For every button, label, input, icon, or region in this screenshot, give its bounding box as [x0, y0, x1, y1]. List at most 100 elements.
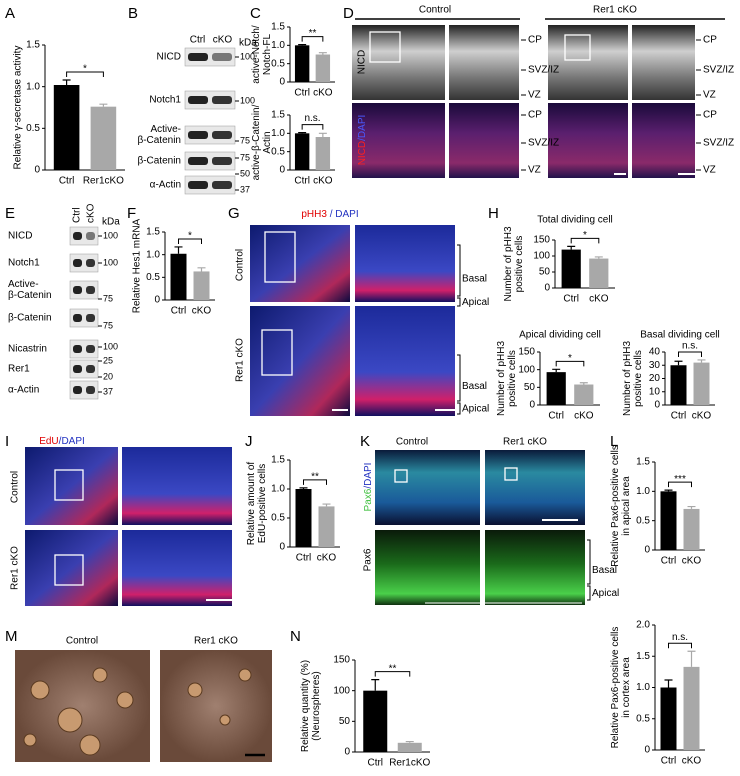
column-title: Rer1 cKO: [194, 636, 238, 647]
y-tick-label: 50: [339, 716, 351, 727]
region-label: CP: [703, 35, 717, 46]
blot-row-label: Nicastrin: [8, 344, 47, 355]
significance-label: **: [309, 28, 317, 39]
y-tick-label: 1.5: [271, 110, 285, 121]
error-bar: [298, 44, 307, 46]
blot-strip: [184, 175, 236, 195]
blot-band: [188, 96, 208, 104]
stain-part: DAPI: [335, 209, 358, 220]
significance-bracket: [301, 36, 324, 42]
y-tick-label: 1.0: [26, 81, 40, 92]
row-label: Rer1 cKO: [10, 546, 21, 590]
region-label: SVZ/IZ: [703, 65, 734, 76]
y-tick-label: 0: [34, 165, 40, 176]
y-tick-label: 150: [533, 235, 550, 246]
blot-band: [86, 345, 95, 353]
region-label: SVZ/IZ: [528, 65, 559, 76]
significance-label: **: [389, 663, 397, 674]
marker-label: 100: [240, 95, 255, 105]
zone-label: Apical: [592, 588, 619, 599]
marker-label: 75: [240, 135, 250, 145]
zone-label: Basal: [462, 274, 487, 285]
panel-letter: N: [290, 628, 301, 645]
significance-label: *: [583, 230, 587, 241]
error-bar: [174, 246, 183, 254]
blot-band: [73, 286, 82, 294]
panel-letter: M: [5, 628, 18, 645]
blot-row-label: Notch1: [149, 95, 181, 106]
marker-label: 100: [103, 230, 118, 240]
blot-strip: [184, 151, 236, 171]
region-label: CP: [528, 110, 542, 121]
y-axis-label: in cortex area: [621, 657, 632, 718]
blot-band: [73, 314, 82, 322]
stain-part: DAPI: [61, 436, 84, 447]
micrograph: [548, 25, 628, 100]
y-tick-label: 1.0: [271, 40, 285, 51]
y-axis-label: Relative Pax6-positive cells: [610, 627, 621, 749]
micrograph: [352, 103, 445, 178]
micrograph: [355, 306, 455, 416]
x-tick-label: Ctrl: [671, 411, 687, 422]
blot-row-label: β-Catenin: [8, 290, 52, 301]
marker-label: 20: [103, 371, 113, 381]
y-tick-label: 0: [279, 165, 285, 176]
y-tick-label: 50: [539, 267, 551, 278]
y-tick-label: 0: [654, 400, 660, 411]
zone-bracket: [587, 539, 591, 601]
bar: [294, 133, 310, 170]
blot-band: [73, 232, 82, 240]
y-tick-label: 0: [544, 283, 550, 294]
neurosphere: [92, 667, 108, 683]
blot-row-label: α-Actin: [8, 385, 39, 396]
micrograph: [355, 225, 455, 302]
error-bar: [664, 489, 673, 492]
bar: [589, 258, 609, 288]
y-axis-label: positive cells: [514, 236, 525, 293]
micrograph: [160, 650, 272, 762]
stain-label: Pax6/DAPI: [363, 463, 374, 512]
inset-box: [264, 231, 296, 283]
blot-row-label: Rer1: [8, 364, 30, 375]
error-bar: [579, 382, 588, 385]
y-axis-label: active-β-Catenin/: [251, 104, 262, 180]
marker-label: 100: [240, 51, 255, 61]
zone-label: Basal: [462, 381, 487, 392]
marker-label: 100: [103, 341, 118, 351]
y-axis-label: Relative Hes1 mRNA: [132, 218, 143, 313]
micrograph: [122, 447, 232, 525]
error-bar: [405, 740, 414, 743]
bar: [683, 666, 700, 750]
error-bar: [99, 103, 108, 107]
significance-bracket: [668, 642, 692, 649]
error-bar: [371, 679, 380, 691]
y-tick-label: 1.0: [146, 249, 160, 260]
error-bar: [687, 650, 696, 667]
blot-band: [188, 131, 208, 139]
chart-title: Total dividing cell: [537, 215, 613, 226]
micrograph: [449, 103, 519, 178]
blot-band: [212, 157, 232, 165]
bar: [561, 249, 581, 288]
inset-box: [369, 31, 401, 63]
error-bar: [552, 368, 561, 373]
y-tick-label: 100: [533, 251, 550, 262]
error-bar: [318, 52, 327, 55]
x-tick-label: cKO: [692, 411, 712, 422]
zone-label: Apical: [462, 404, 489, 415]
bar: [574, 384, 594, 405]
panel-letter: H: [488, 205, 499, 222]
y-axis-label: EdU-positive cells: [257, 464, 268, 543]
blot-row-label: NICD: [8, 231, 32, 242]
stain-label: pHH3 / DAPI: [301, 209, 358, 220]
neurosphere: [79, 734, 101, 756]
blot-band: [86, 259, 95, 267]
y-axis-label: active-Notch/: [251, 25, 262, 84]
panel-letter: C: [250, 5, 261, 22]
blot-band: [86, 232, 95, 240]
blot-strip: [69, 359, 99, 379]
blot-strip: [69, 280, 99, 300]
y-axis-label: Number of pHH3: [503, 226, 514, 301]
row-label: Rer1 cKO: [235, 338, 246, 382]
significance-label: n.s.: [682, 341, 698, 352]
